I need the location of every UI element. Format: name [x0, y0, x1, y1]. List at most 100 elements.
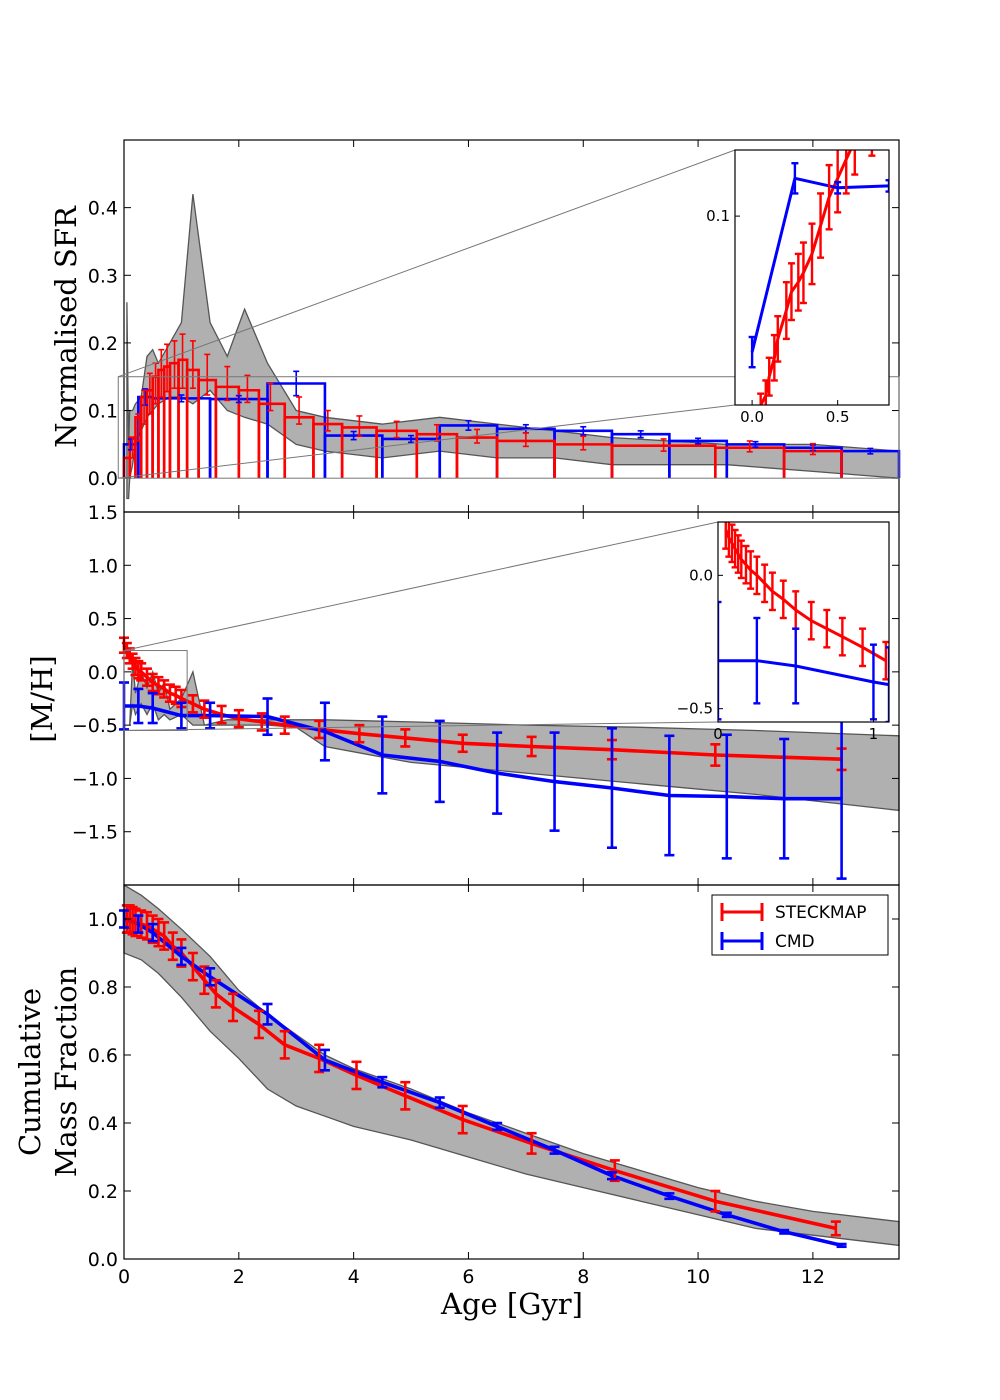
metallicity-ytick-label-6: −1.5: [72, 822, 118, 844]
metallicity-inset-steckmap-errorbar-9: [761, 563, 769, 604]
sfr-inset-frame: [734, 149, 890, 406]
sfr-cmd-errorbar-2: [178, 394, 185, 403]
metallicity-inset-steckmap-errorbar-6: [742, 544, 750, 585]
sfr-steckmap-errorbar-7: [171, 340, 178, 390]
cumulative-steckmap-errorbar-15: [253, 1009, 264, 1040]
cumulative-cmd-errorbar-14: [779, 1228, 790, 1235]
metallicity-inset-plot: [718, 522, 889, 722]
metallicity-ytick-label-3: 0.0: [88, 662, 118, 684]
sfr-steckmap-errorbar-23: [746, 440, 753, 453]
sfr-y-axis-label: Normalised SFR: [49, 205, 83, 448]
metallicity-cmd-errorbar-14: [779, 737, 790, 860]
cumulative-cmd-errorbar-12: [664, 1192, 675, 1201]
metallicity-zoom-connector-bottom: [123, 721, 719, 731]
sfr-inset-steckmap-errorbar-0: [757, 392, 765, 405]
panel-metallicity: [M/H] 1.5 1.0 0.5 0.0 −0.5 −1.0 −1.5 0 1 0.0 −0.5: [25, 502, 900, 886]
sfr-steckmap-errorbar-11: [224, 365, 231, 402]
sfr-steckmap-errorbar-6: [164, 343, 171, 393]
metallicity-steckmap-errorbar-18: [256, 712, 267, 732]
sfr-steckmap-errorbar-3: [146, 372, 153, 415]
metallicity-cmd-errorbar-8: [434, 719, 445, 804]
metallicity-inset-cmd-errorbar-1: [753, 616, 761, 705]
legend-label-1: CMD: [775, 932, 815, 952]
metallicity-ytick-label-2: 0.5: [88, 609, 118, 631]
cumulative-cmd-errorbar-15: [836, 1242, 847, 1249]
sfr-inset-cmd-line: [750, 176, 889, 353]
metallicity-inset: 0 1 0.0 −0.5: [123, 521, 890, 743]
sfr-inset-steckmap-errorbar-5: [782, 281, 790, 341]
sfr-inset-plot: [748, 150, 889, 405]
metallicity-inset-steckmap-errorbar-16: [859, 627, 867, 668]
cumulative-cmd-errorbar-1: [133, 914, 144, 934]
sfr-inset-cmd-errorbar-2: [834, 180, 842, 195]
sfr-zoom-connector-top: [118, 149, 736, 378]
metallicity-steckmap-errorbar-16: [216, 704, 227, 725]
metallicity-inset-ytick-label-0: 0.0: [689, 566, 713, 584]
sfr-cmd-errorbar-11: [695, 437, 702, 445]
legend-item-1: CMD: [720, 932, 815, 952]
sfr-inset-steckmap-errorbar-15: [868, 150, 876, 157]
cumulative-cmd-errorbar-6: [319, 1048, 330, 1072]
cumulative-cmd-errorbar-2: [147, 922, 158, 943]
cumulative-steckmap-errorbar-7: [153, 917, 164, 948]
cumulative-steckmap-errorbar-21: [526, 1131, 537, 1155]
cumulative-cmd-errorbar-8: [434, 1096, 445, 1109]
metallicity-steckmap-errorbar-24: [526, 735, 537, 758]
metallicity-steckmap-errorbar-10: [159, 679, 170, 699]
sfr-inset-steckmap-errorbar-12: [834, 150, 842, 214]
metallicity-cmd-errorbar-11: [606, 727, 617, 850]
cumulative-steckmap-line: [126, 917, 837, 1231]
cumulative-cmd-errorbar-9: [492, 1121, 503, 1132]
x-tick-label-3: 6: [462, 1266, 474, 1288]
panel-sfr: Normalised SFR 0.0 0.1 0.2 0.3 0.4 0.0 0.5 0.1: [49, 139, 901, 513]
cumulative-steckmap-errorbar-9: [167, 931, 178, 962]
metallicity-inset-frame: [717, 521, 890, 723]
metallicity-y-axis-label: [M/H]: [25, 655, 59, 742]
sfr-inset-cmd-errorbar-3: [885, 179, 889, 193]
metallicity-steckmap-errorbar-15: [199, 699, 210, 719]
cumulative-cmd-errorbar-5: [262, 1002, 273, 1026]
metallicity-inset-steckmap-errorbar-8: [753, 555, 761, 596]
metallicity-cmd-errorbar-6: [319, 701, 330, 762]
sfr-cmd-errorbar-5: [350, 430, 357, 441]
sfr-steckmap-errorbar-5: [158, 348, 165, 398]
sfr-inset-steckmap-errorbar-13: [842, 150, 850, 195]
sfr-steckmap-errorbar-21: [580, 435, 587, 451]
legend: STECKMAP CMD: [711, 894, 889, 956]
sfr-steckmap-errorbar-10: [204, 353, 211, 396]
cumulative-ytick-label-1: 0.2: [88, 1181, 118, 1203]
cumulative-steckmap-errorbar-24: [830, 1220, 841, 1237]
cumulative-steckmap-errorbar-17: [314, 1043, 325, 1074]
sfr-inset-xtick-label-1: 0.5: [826, 408, 850, 426]
metallicity-inset-steckmap-errorbar-5: [737, 539, 745, 580]
sfr-steckmap-errorbar-13: [267, 382, 274, 412]
x-tick-label-1: 2: [233, 1266, 245, 1288]
sfr-inset-ytick-label-0: 0.1: [706, 207, 730, 225]
metallicity-cmd-errorbar-7: [377, 715, 388, 795]
cumulative-y-axis-label-line1: Cumulative: [13, 988, 47, 1156]
sfr-steckmap-errorbar-16: [356, 415, 363, 438]
panel-cumulative: Cumulative Mass Fraction Age [Gyr] 0.0 0.…: [13, 883, 900, 1321]
cumulative-cmd-errorbar-10: [549, 1145, 560, 1155]
metallicity-inset-steckmap-errorbar-7: [747, 550, 755, 590]
legend-box: [711, 894, 889, 956]
sfr-ytick-label-3: 0.3: [88, 265, 118, 287]
sfr-inset-cmd-errorbar-1: [791, 162, 799, 195]
metallicity-steckmap-errorbar-20: [314, 719, 325, 740]
cumulative-cmd-line: [123, 917, 843, 1248]
metallicity-inset-steckmap-errorbar-15: [838, 616, 846, 657]
metallicity-ytick-label-0: 1.5: [88, 502, 118, 524]
metallicity-ytick-label-5: −1.0: [72, 768, 118, 790]
cumulative-steckmap-errorbar-19: [400, 1080, 411, 1111]
sfr-inset-steckmap-errorbar-14: [851, 150, 859, 176]
metallicity-steckmap-errorbar-19: [279, 715, 290, 735]
metallicity-steckmap-errorbar-11: [164, 683, 175, 703]
sfr-inset-steckmap-errorbar-4: [774, 315, 782, 363]
metallicity-steckmap-errorbar-21: [354, 723, 365, 744]
metallicity-steckmap-errorbar-17: [233, 708, 244, 729]
sfr-steckmap-errorbar-12: [244, 374, 251, 404]
x-tick-label-4: 8: [577, 1266, 589, 1288]
sfr-zoom-region: [117, 376, 900, 479]
metallicity-inset-background: [718, 522, 889, 722]
sfr-steckmap-errorbar-24: [809, 442, 816, 456]
